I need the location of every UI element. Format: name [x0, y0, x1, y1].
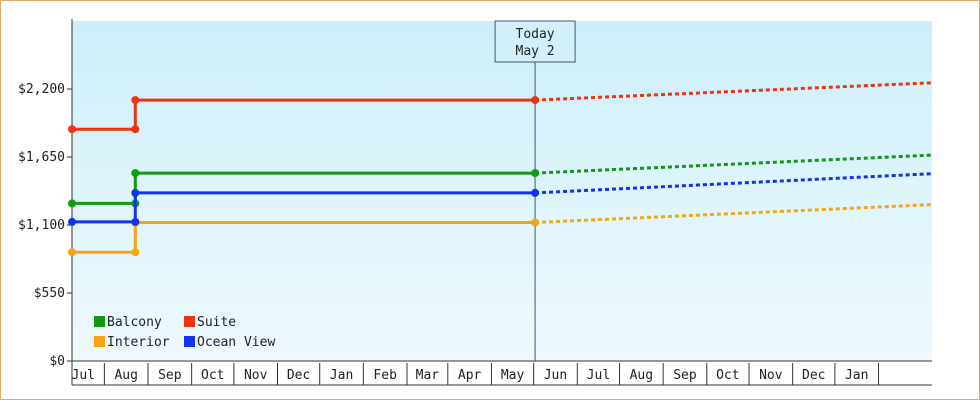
y-tick-label: $2,200 — [18, 82, 65, 97]
x-tick-label: Jul — [587, 368, 610, 383]
data-point — [68, 217, 76, 226]
x-tick-label: Aug — [114, 368, 137, 383]
legend-swatch — [184, 316, 195, 327]
legend-item: Suite — [184, 315, 236, 330]
series-line-suite — [72, 98, 536, 131]
legend-label: Ocean View — [197, 335, 275, 350]
data-point — [131, 248, 140, 257]
data-point — [131, 125, 140, 134]
plot-area — [72, 21, 932, 361]
data-point — [68, 248, 76, 257]
x-tick-label: Oct — [716, 368, 739, 383]
series-suite — [68, 81, 933, 134]
today-label: Today — [516, 27, 555, 42]
data-point — [531, 218, 540, 227]
legend-label: Interior — [107, 335, 170, 350]
x-axis: Jul Aug Sep Oct Nov Dec Jan Feb Mar Apr May Jun Jul A… — [71, 360, 932, 386]
x-tick-label: Apr — [458, 368, 482, 383]
legend-item: Ocean View — [184, 335, 275, 350]
legend-swatch — [184, 336, 195, 347]
x-tick-label: Sep — [673, 368, 697, 383]
legend: Balcony Suite Interior Ocean View — [94, 315, 275, 350]
series-line-ocean-view — [72, 191, 536, 224]
series-layer — [68, 81, 933, 257]
series-balcony — [68, 153, 933, 208]
legend-item: Balcony — [94, 315, 162, 330]
x-tick-label: Feb — [373, 368, 397, 383]
data-point — [531, 188, 540, 197]
y-axis: $0 $550 $1,100 $1,650 $2,200 — [18, 19, 73, 369]
forecast-line-suite — [535, 81, 933, 102]
legend-swatch — [94, 336, 105, 347]
legend-label: Suite — [197, 315, 236, 330]
x-tick-label: Dec — [287, 368, 310, 383]
data-point — [131, 169, 140, 178]
x-tick-label: May — [501, 368, 525, 383]
x-tick-label: Jan — [845, 368, 868, 383]
x-tick-label: Nov — [244, 368, 268, 383]
data-point — [131, 96, 140, 105]
y-tick-label: $550 — [34, 286, 65, 301]
data-point — [531, 169, 540, 178]
data-point — [68, 199, 76, 208]
legend-label: Balcony — [107, 315, 162, 330]
x-tick-label: Aug — [630, 368, 653, 383]
x-tick-label: Jun — [544, 368, 567, 383]
y-tick-label: $0 — [49, 354, 65, 369]
forecast-line-balcony — [535, 153, 933, 175]
today-marker: Today May 2 — [494, 20, 576, 361]
today-box — [494, 20, 576, 63]
forecast-line-ocean-view — [535, 172, 933, 195]
legend-item: Interior — [94, 335, 170, 350]
data-point — [131, 188, 140, 197]
data-point — [531, 96, 540, 105]
series-ocean-view — [68, 172, 933, 226]
x-tick-label: Dec — [802, 368, 825, 383]
legend-swatch — [94, 316, 105, 327]
x-tick-label: Nov — [759, 368, 783, 383]
x-tick-label: Oct — [201, 368, 224, 383]
series-line-interior — [72, 221, 536, 254]
forecast-line-interior — [535, 203, 933, 224]
today-date-label: May 2 — [516, 44, 555, 59]
x-tick-label: Mar — [416, 368, 440, 383]
data-point — [68, 125, 76, 134]
series-line-balcony — [72, 171, 536, 205]
y-tick-label: $1,100 — [18, 218, 65, 233]
x-tick-label: Jan — [330, 368, 353, 383]
data-point — [131, 217, 140, 226]
y-tick-label: $1,650 — [18, 150, 65, 165]
x-tick-label: Sep — [158, 368, 182, 383]
x-tick-label: Jul — [72, 368, 95, 383]
